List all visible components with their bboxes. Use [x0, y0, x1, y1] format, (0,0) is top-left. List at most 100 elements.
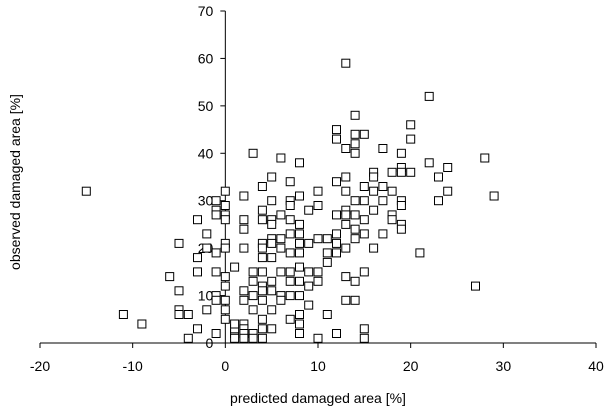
data-point	[341, 172, 351, 182]
data-point	[369, 186, 379, 196]
data-point	[174, 310, 184, 319]
data-point	[359, 267, 369, 277]
data-point	[81, 186, 91, 196]
data-point	[257, 215, 267, 225]
data-point	[378, 182, 388, 191]
data-point	[239, 286, 249, 296]
data-point	[174, 286, 184, 296]
data-point	[267, 305, 277, 315]
data-point	[350, 196, 360, 206]
y-tick-label: 40	[198, 145, 214, 161]
data-point	[248, 267, 258, 277]
data-point	[359, 196, 369, 206]
data-point	[304, 238, 314, 248]
data-point	[257, 267, 267, 277]
data-point	[211, 329, 221, 338]
axes	[40, 11, 596, 344]
data-point	[276, 234, 286, 244]
y-axis-ticks: 010203040506070	[198, 3, 226, 351]
x-axis-ticks: -20 -10 0 10 20 30 40	[30, 343, 604, 374]
x-tick-label: 10	[310, 358, 326, 374]
data-point	[276, 295, 286, 305]
y-tick-label: 50	[198, 98, 214, 114]
data-point	[387, 186, 397, 196]
data-point	[341, 272, 351, 282]
data-point	[471, 281, 480, 291]
data-point	[424, 158, 434, 168]
data-point	[193, 267, 202, 277]
data-point	[183, 333, 193, 343]
data-point	[118, 310, 128, 319]
data-point	[415, 248, 425, 258]
data-point	[267, 276, 277, 286]
data-point	[193, 324, 202, 334]
data-point	[332, 248, 341, 258]
data-point	[202, 305, 212, 315]
data-point	[248, 148, 258, 158]
data-point	[359, 333, 369, 343]
data-point	[313, 267, 323, 277]
data-point	[220, 305, 230, 315]
data-point	[295, 191, 304, 201]
data-point	[211, 248, 221, 258]
data-point	[257, 253, 267, 263]
data-point	[220, 243, 230, 253]
data-point	[350, 224, 360, 234]
data-point	[350, 129, 360, 139]
data-point	[322, 248, 332, 258]
data-point	[396, 148, 406, 158]
data-point	[341, 210, 351, 220]
y-tick-label: 0	[206, 335, 214, 351]
data-point	[285, 215, 295, 225]
data-point	[285, 314, 295, 324]
data-point	[285, 229, 295, 239]
data-point	[276, 153, 286, 163]
data-point	[239, 224, 249, 234]
data-point	[248, 333, 258, 343]
data-point	[350, 148, 360, 158]
data-point	[137, 319, 147, 329]
data-point	[313, 276, 323, 286]
data-point	[248, 305, 258, 315]
data-point	[248, 276, 258, 286]
data-point	[359, 215, 369, 225]
data-point	[295, 238, 304, 248]
data-point	[295, 329, 304, 338]
data-point	[257, 314, 267, 324]
data-point	[350, 295, 360, 305]
data-point	[239, 295, 249, 305]
data-point	[378, 144, 388, 153]
data-point	[220, 272, 230, 282]
data-point	[295, 229, 304, 239]
data-point	[480, 153, 490, 163]
data-point	[443, 163, 453, 172]
data-point	[230, 333, 240, 343]
data-point	[193, 215, 202, 225]
y-tick-label: 60	[198, 50, 214, 66]
data-point	[211, 196, 221, 206]
data-point	[378, 229, 388, 239]
data-point	[295, 262, 304, 272]
data-point	[322, 234, 332, 244]
data-point	[350, 234, 360, 244]
data-point	[359, 182, 369, 191]
data-point	[239, 243, 249, 253]
data-point	[257, 286, 267, 296]
data-point	[434, 172, 443, 182]
data-point	[332, 329, 341, 338]
data-point	[239, 191, 249, 201]
data-point	[295, 319, 304, 329]
x-axis-label: predicted damaged area [%]	[230, 390, 406, 406]
data-point	[424, 91, 434, 101]
data-point	[350, 276, 360, 286]
data-point	[248, 291, 258, 301]
data-point	[304, 267, 314, 277]
x-tick-label: 0	[221, 358, 229, 374]
data-point	[322, 310, 332, 319]
data-point	[387, 167, 397, 177]
x-tick-label: 30	[496, 358, 512, 374]
data-point	[359, 129, 369, 139]
data-points	[81, 58, 499, 343]
data-point	[285, 248, 295, 258]
